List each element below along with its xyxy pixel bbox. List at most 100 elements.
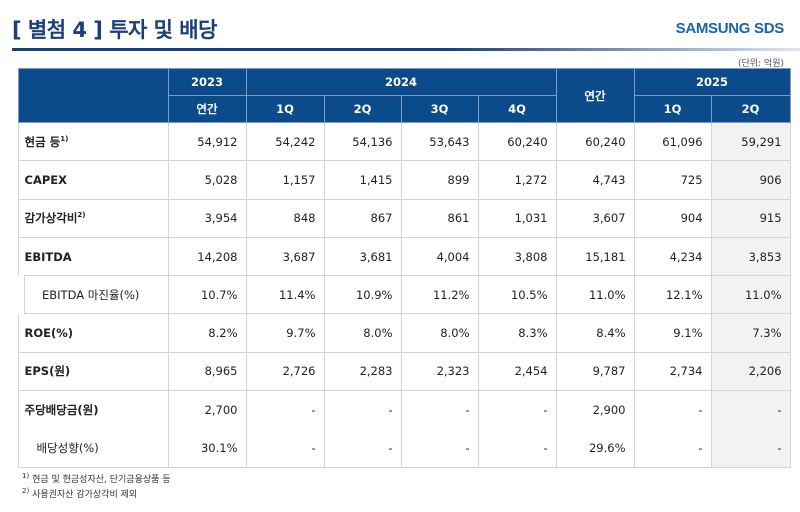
cell-value: 11.0%	[555, 275, 635, 315]
cell-value: 2,206	[710, 351, 791, 392]
cell-value: 3,853	[710, 236, 791, 277]
row-label: 현금 등1)	[17, 121, 169, 162]
cell-value: 8.0%	[400, 313, 479, 353]
table-row: CAPEX 5,028 1,157 1,415 899 1,272 4,743 725 906	[17, 160, 791, 200]
investment-dividend-table: 2023 2024 연간 2025 연간 1Q 2Q 3Q 4Q 1Q 2Q 현금 등1) 5…	[12, 68, 791, 468]
cell-value: 3,687	[245, 236, 325, 277]
cell-value: 8.2%	[167, 313, 247, 353]
cell-value: -	[245, 428, 325, 468]
row-label: ROE(%)	[17, 313, 169, 353]
table-row: EBITDA 14,208 3,687 3,681 4,004 3,808 15,181 4,…	[17, 236, 791, 277]
cell-value: 30.1%	[167, 428, 247, 468]
cell-value: 8.4%	[555, 313, 635, 353]
cell-value: 9.7%	[245, 313, 325, 353]
cell-value: 3,808	[477, 236, 557, 277]
cell-value: 8.3%	[477, 313, 557, 353]
cell-value: 8,965	[167, 351, 247, 392]
table-row: EBITDA 마진율(%) 10.7% 11.4% 10.9% 11.2% 10.5% 11…	[12, 275, 791, 315]
table-row: ROE(%) 8.2% 9.7% 8.0% 8.0% 8.3% 8.4% 9.1% 7.3%	[17, 313, 791, 353]
cell-value: 2,734	[633, 351, 712, 392]
col-header: 3Q	[400, 95, 479, 123]
cell-value: 1,415	[323, 160, 402, 200]
cell-value: 11.4%	[245, 275, 325, 315]
cell-value: 54,242	[245, 121, 325, 162]
cell-value: 3,681	[323, 236, 402, 277]
cell-value: 861	[400, 198, 479, 238]
cell-value: 2,700	[167, 390, 247, 429]
cell-value: 10.9%	[323, 275, 402, 315]
cell-value: 8.0%	[323, 313, 402, 353]
cell-value: 1,272	[477, 160, 557, 200]
cell-value: -	[477, 428, 557, 468]
table-row: EPS(원) 8,965 2,726 2,283 2,323 2,454 9,787 2,73…	[17, 351, 791, 392]
col-header: 2Q	[710, 95, 791, 123]
cell-value: 15,181	[555, 236, 635, 277]
col-header: 연간	[555, 68, 635, 123]
row-label: CAPEX	[17, 160, 169, 200]
cell-value: 5,028	[167, 160, 247, 200]
cell-value: 2,900	[555, 390, 635, 429]
col-header: 4Q	[477, 95, 557, 123]
cell-value: 14,208	[167, 236, 247, 277]
cell-value: 11.2%	[400, 275, 479, 315]
cell-value: 9.1%	[633, 313, 712, 353]
cell-value: 54,136	[323, 121, 402, 162]
cell-value: 3,954	[167, 198, 247, 238]
cell-value: 59,291	[710, 121, 791, 162]
cell-value: 7.3%	[710, 313, 791, 353]
cell-value: -	[710, 390, 791, 429]
cell-value: 61,096	[633, 121, 712, 162]
footnote-1: 1) 현금 및 현금성자산, 단기금융상품 등	[22, 472, 171, 485]
cell-value: 60,240	[555, 121, 635, 162]
unit-label: (단위: 억원)	[737, 59, 784, 69]
cell-value: -	[710, 428, 791, 468]
row-label: 감가상각비2)	[17, 198, 169, 238]
cell-value: 11.0%	[710, 275, 791, 315]
col-header: 연간	[167, 95, 247, 123]
cell-value: 1,031	[477, 198, 557, 238]
cell-value: -	[245, 390, 325, 429]
cell-value: 10.7%	[167, 275, 247, 315]
cell-value: 899	[400, 160, 479, 200]
cell-value: 9,787	[555, 351, 635, 392]
cell-value: 2,454	[477, 351, 557, 392]
cell-value: 29.6%	[555, 428, 635, 468]
table-row: 배당성향(%) 30.1% - - - -29.6% - -	[17, 428, 791, 468]
year-header: 2025	[633, 68, 791, 96]
col-header: 1Q	[633, 95, 712, 123]
page-title: [ 별첨 4 ] 투자 및 배당	[12, 18, 217, 42]
row-label: EBITDA	[17, 236, 169, 277]
cell-value: -	[477, 390, 557, 429]
cell-value: 10.5%	[477, 275, 557, 315]
cell-value: -	[400, 428, 479, 468]
cell-value: 1,157	[245, 160, 325, 200]
table-row: 감가상각비2) 3,954 848 867 861 1,031 3,607 904 915	[17, 198, 791, 238]
cell-value: 3,607	[555, 198, 635, 238]
cell-value: -	[400, 390, 479, 429]
row-label: EBITDA 마진율(%)	[12, 275, 169, 315]
year-header: 2024	[245, 68, 557, 96]
cell-value: -	[633, 428, 712, 468]
cell-value: 2,726	[245, 351, 325, 392]
cell-value: 848	[245, 198, 325, 238]
cell-value: 867	[323, 198, 402, 238]
cell-value: 4,234	[633, 236, 712, 277]
row-label: 배당성향(%)	[17, 428, 169, 468]
cell-value: 60,240	[477, 121, 557, 162]
cell-value: 725	[633, 160, 712, 200]
cell-value: 2,323	[400, 351, 479, 392]
cell-value: 915	[710, 198, 791, 238]
cell-value: 54,912	[167, 121, 247, 162]
cell-value: 4,743	[555, 160, 635, 200]
title-divider	[12, 48, 800, 51]
row-label: 주당배당금(원)	[17, 390, 169, 429]
col-header: 1Q	[245, 95, 325, 123]
table-row: 주당배당금(원) 2,700- - - -2,900- -	[17, 390, 791, 429]
cell-value: 12.1%	[633, 275, 712, 315]
row-label: EPS(원)	[17, 351, 169, 392]
cell-value: -	[323, 390, 402, 429]
cell-value: 53,643	[400, 121, 479, 162]
footnote-2: 2) 사용권자산 감가상각비 제외	[22, 487, 138, 500]
year-header: 2023	[167, 68, 247, 96]
cell-value: 904	[633, 198, 712, 238]
